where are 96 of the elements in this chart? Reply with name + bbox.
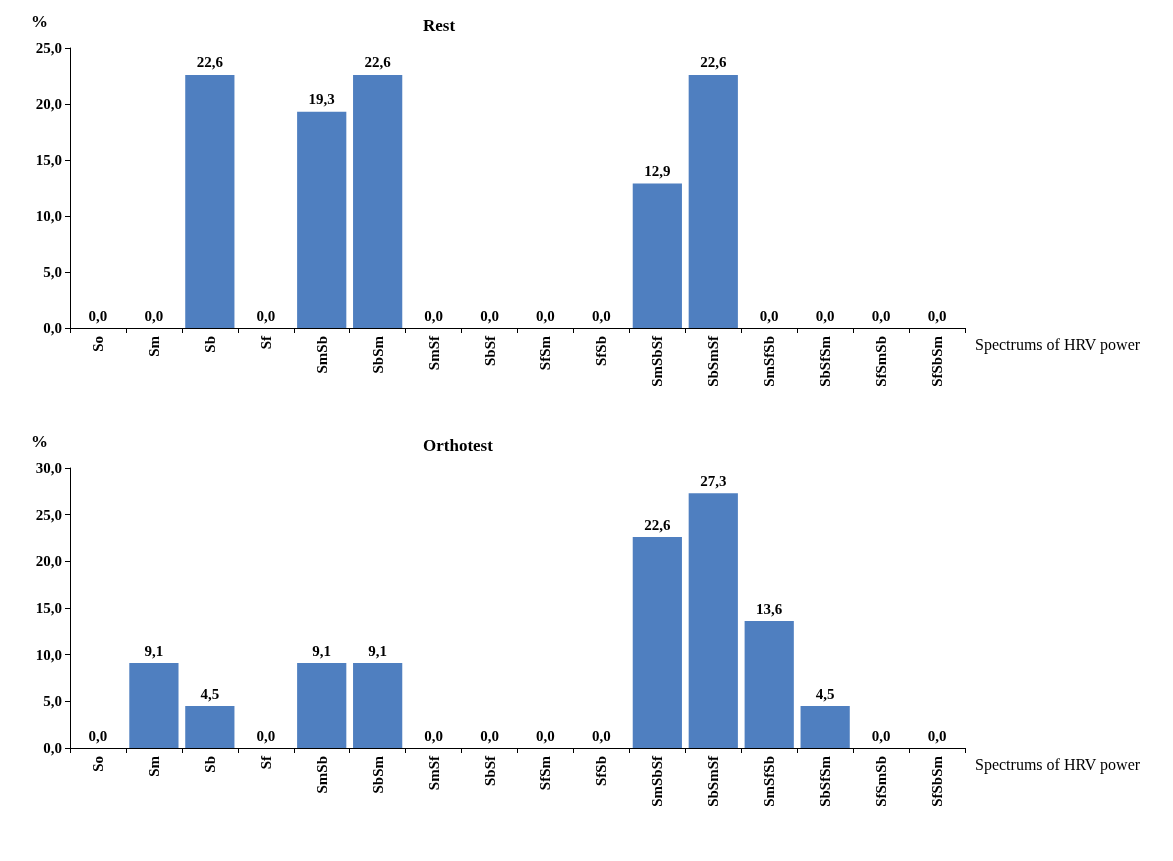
data-label: 0,0 [480,307,499,324]
data-label: 9,1 [144,642,164,659]
bar [632,183,682,328]
x-tick-label: SfSbSm [929,755,946,807]
x-tick-label: SbSm [369,335,386,374]
data-label: 9,1 [312,642,332,659]
bar [632,537,682,748]
x-tick-label: SfSmSb [873,336,890,387]
x-tick-label: SmSfSb [761,336,778,387]
data-label: 13,6 [756,600,783,617]
data-label: 0,0 [536,307,555,324]
x-tick-label: Sb [201,336,218,353]
data-label: 0,0 [256,307,276,324]
data-label: 4,5 [815,685,835,702]
x-tick-label: SfSm [537,335,554,371]
data-label: 0,0 [759,307,779,324]
chart-title: Rest [423,16,456,35]
x-tick-label: So [89,336,106,352]
x-axis-title: Spectrums of HRV power [975,755,1141,774]
x-tick-label: SfSb [593,756,610,787]
data-label: 0,0 [256,727,276,744]
data-label: 0,0 [424,727,443,744]
y-tick-label: 5,0 [43,264,62,280]
bar [185,706,235,748]
data-label: 0,0 [88,727,108,744]
x-tick-label: SbSm [369,755,386,794]
x-tick-label: SbSf [481,335,498,367]
data-label: 22,6 [644,516,671,533]
chart-title: Orthotest [423,436,494,455]
x-tick-label: SfSb [593,336,610,367]
data-label: 0,0 [592,307,611,324]
data-label: 22,6 [196,54,224,71]
y-axis-title: % [31,432,48,451]
y-tick-label: 10,0 [35,208,62,224]
y-tick-label: 0,0 [43,320,62,336]
y-tick-label: 10,0 [35,646,62,663]
bar [297,663,347,748]
y-axis-title: % [31,12,48,31]
x-tick-label: SmSf [425,335,442,371]
bar [185,74,235,328]
data-label: 12,9 [644,163,671,180]
x-tick-label: SbSf [481,755,498,787]
bar [353,74,403,328]
bar [297,111,347,328]
bar [688,493,738,748]
x-tick-label: SmSb [313,756,330,794]
x-tick-label: SmSb [313,336,330,374]
y-tick-label: 20,0 [35,96,62,112]
x-tick-label: SfSbSm [929,335,946,387]
x-tick-label: SbSmSf [705,335,722,387]
x-tick-label: SfSmSb [873,756,890,807]
data-label: 9,1 [368,642,388,659]
y-tick-label: 25,0 [35,506,62,523]
bar [744,621,794,748]
y-tick-label: 5,0 [43,693,62,710]
data-label: 0,0 [592,727,611,744]
data-label: 0,0 [871,307,891,324]
data-label: 0,0 [927,727,947,744]
x-tick-label: Sb [201,756,218,773]
data-label: 22,6 [700,54,727,71]
y-tick-label: 0,0 [43,740,62,756]
data-label: 0,0 [424,307,443,324]
x-tick-label: SmSbSf [649,335,666,387]
y-tick-label: 30,0 [35,460,62,476]
x-tick-label: Sf [257,755,274,770]
x-tick-label: SbSfSm [817,755,834,807]
x-tick-label: SbSfSm [817,335,834,387]
x-tick-label: So [89,756,106,772]
data-label: 0,0 [536,727,555,744]
bar [800,706,850,748]
y-tick-label: 20,0 [35,553,62,570]
data-label: 27,3 [700,472,727,489]
data-label: 0,0 [480,727,499,744]
y-tick-label: 15,0 [35,600,62,616]
data-label: 0,0 [88,307,108,324]
x-tick-label: Sm [145,335,162,357]
x-tick-label: SmSfSb [761,756,778,807]
bar [688,74,738,328]
x-axis-title: Spectrums of HRV power [975,335,1141,354]
y-tick-label: 25,0 [35,40,62,56]
data-label: 0,0 [871,727,891,744]
x-tick-label: Sf [257,335,274,350]
data-label: 4,5 [200,685,220,702]
data-label: 0,0 [927,307,947,324]
y-tick-label: 15,0 [35,152,62,168]
data-label: 0,0 [815,307,835,324]
x-tick-label: SmSbSf [649,755,666,807]
x-tick-label: SbSmSf [705,755,722,807]
data-label: 0,0 [144,307,164,324]
bar [129,663,179,748]
x-tick-label: Sm [145,755,162,777]
bar [353,663,403,748]
data-label: 22,6 [364,54,392,71]
x-tick-label: SfSm [537,755,554,791]
x-tick-label: SmSf [425,755,442,791]
data-label: 19,3 [308,91,335,108]
